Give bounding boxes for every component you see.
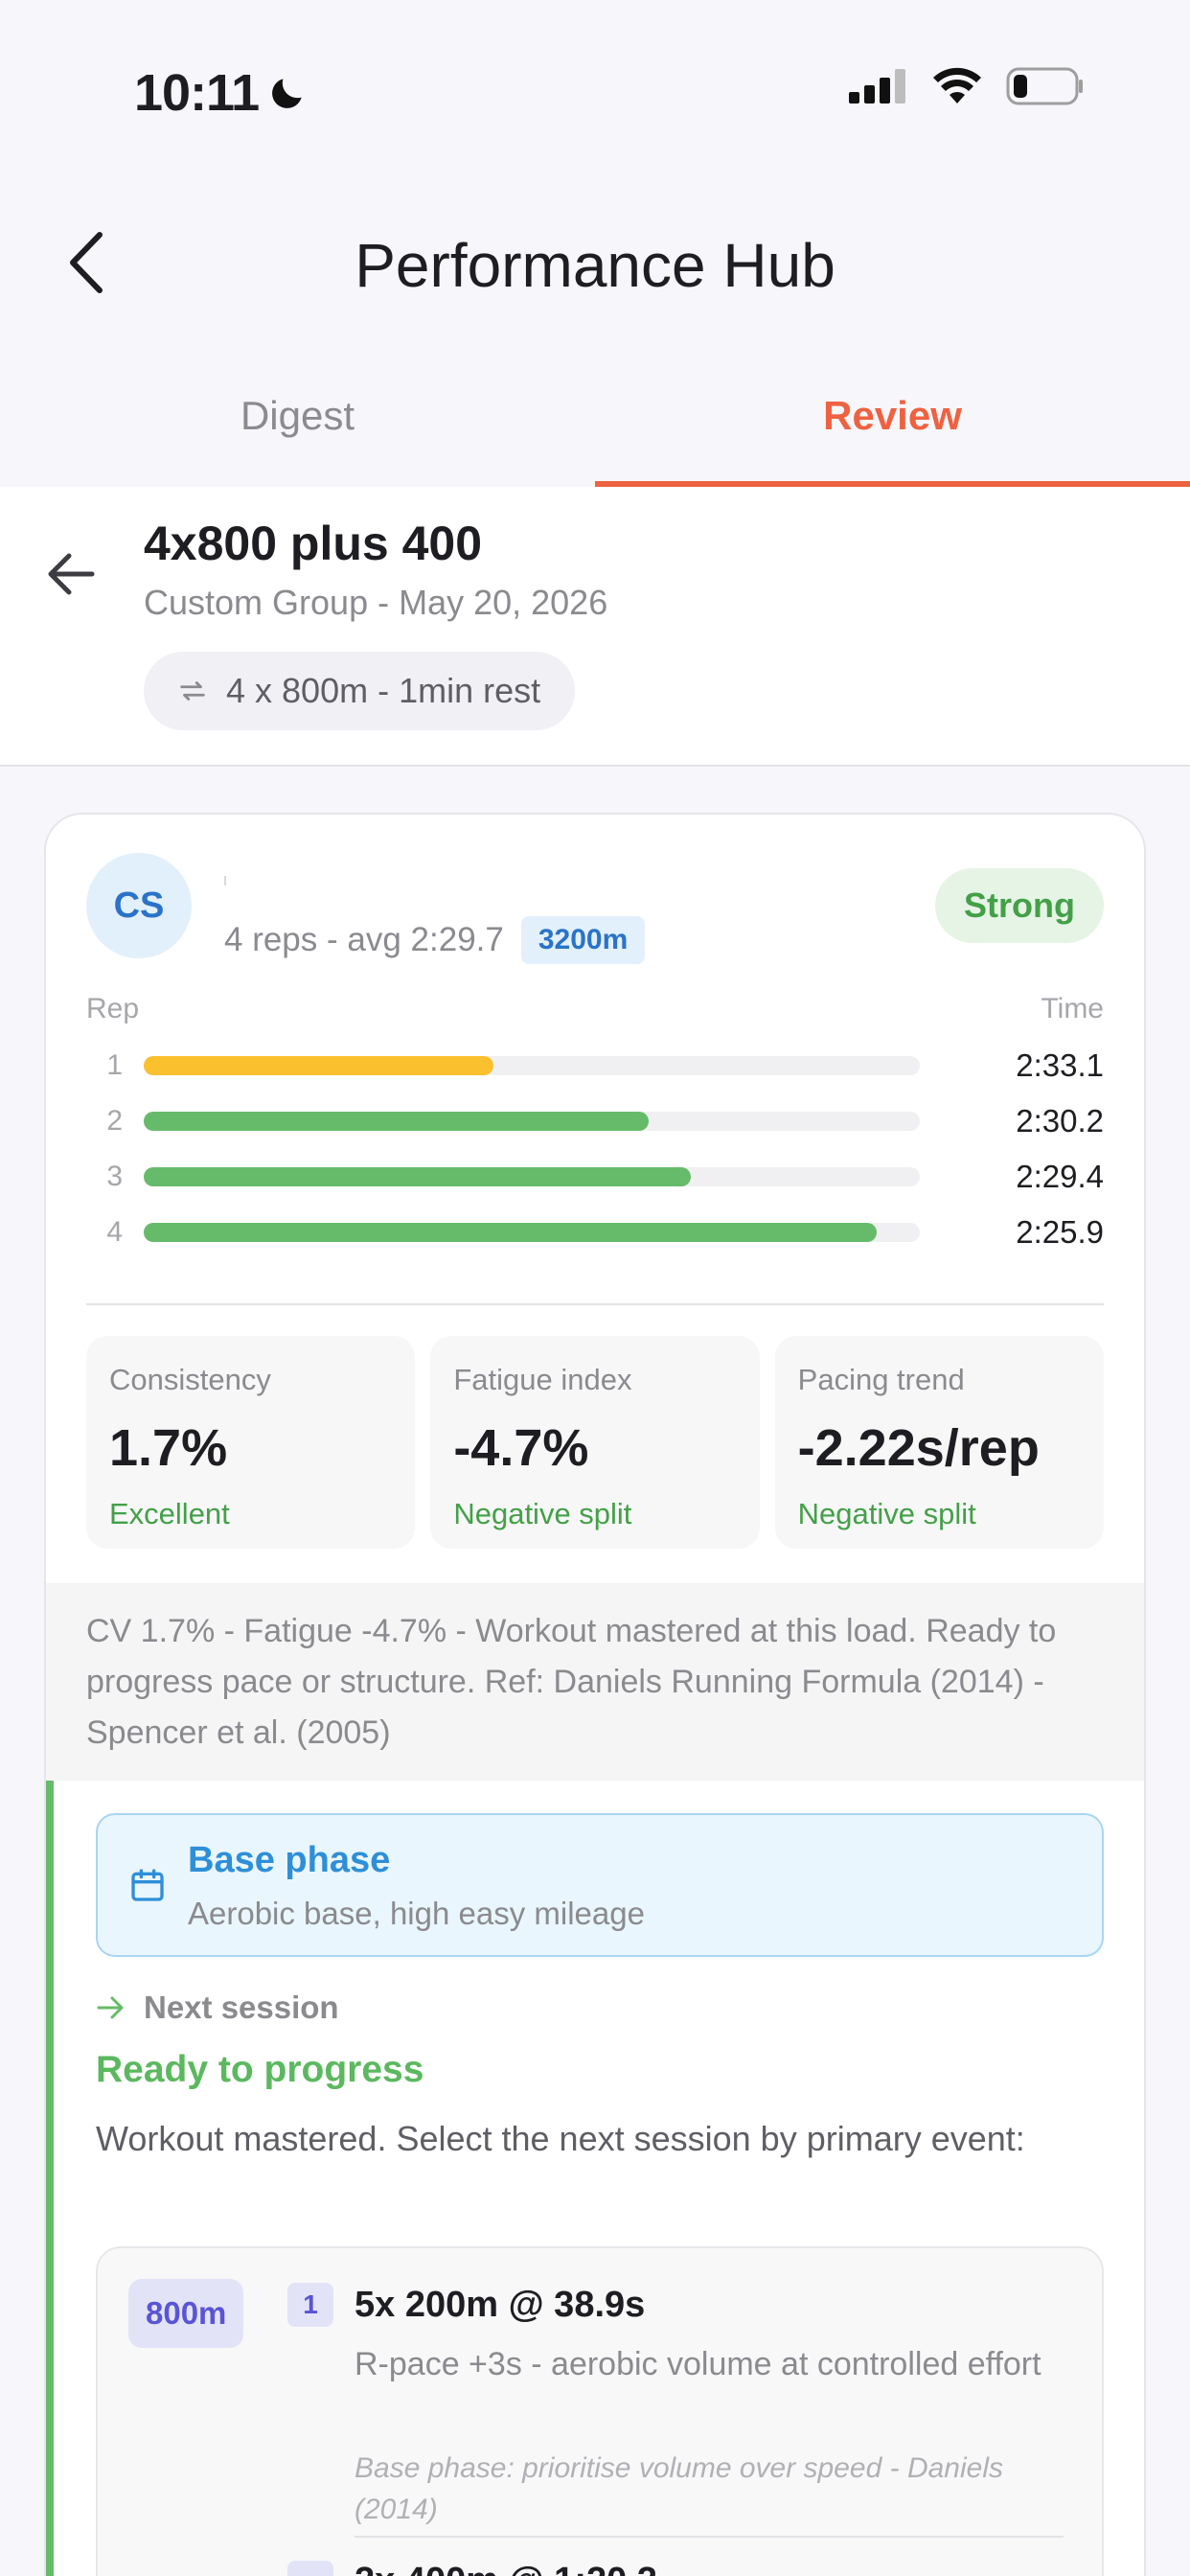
metric-label: Fatigue index [453, 1363, 632, 1396]
back-button[interactable] [57, 224, 115, 301]
session-title[interactable]: 2x 400m @ 1:20.2 [355, 2561, 657, 2576]
metric-pacing-trend: Pacing trend -2.22s/rep Negative split [774, 1336, 1104, 1549]
rep-bar [144, 1167, 692, 1186]
workout-title: 4x800 plus 400 [144, 517, 483, 570]
rep-number: 2 [106, 1105, 123, 1137]
rep-row: 3 2:29.4 [86, 1158, 1104, 1196]
session-title[interactable]: 5x 200m @ 38.9s [355, 2285, 646, 2325]
battery-icon [1006, 67, 1083, 105]
rep-time: 2:30.2 [1016, 1103, 1104, 1138]
page-title: Performance Hub [355, 231, 835, 300]
workout-header: 4x800 plus 400 Custom Group - May 20, 20… [0, 487, 1190, 767]
tab-review[interactable]: Review [595, 345, 1190, 487]
rep-bar [144, 1223, 878, 1242]
wifi-icon [933, 67, 981, 104]
metric-note: Excellent [109, 1497, 230, 1530]
session-note: Base phase: prioritise volume over speed… [355, 2452, 1004, 2525]
workout-structure: 4 x 800m - 1min rest [226, 671, 541, 710]
rep-bar-track [144, 1056, 920, 1075]
phase-banner: Base phase Aerobic base, high easy milea… [96, 1813, 1104, 1957]
calendar-icon [131, 1869, 164, 1901]
metric-value: 1.7% [109, 1419, 228, 1477]
divider [355, 2536, 1064, 2538]
rep-bar [144, 1112, 649, 1131]
phase-title: Base phase [188, 1840, 391, 1880]
progress-status: Ready to progress [96, 2049, 424, 2090]
rep-row: 1 2:33.1 [86, 1046, 1104, 1085]
rep-number: 4 [106, 1216, 123, 1248]
rep-column-header: Rep [86, 993, 140, 1024]
metric-note: Negative split [797, 1497, 976, 1530]
workout-back-button[interactable] [42, 540, 100, 608]
metric-note: Negative split [453, 1497, 632, 1530]
distance-badge: 3200m [520, 916, 646, 964]
signal-icon [849, 69, 905, 104]
repeat-icon [180, 681, 205, 701]
metric-consistency: Consistency 1.7% Excellent [86, 1336, 416, 1549]
rep-time: 2:29.4 [1016, 1159, 1104, 1194]
nav-header: Performance Hub [0, 182, 1190, 345]
tab-bar: Digest Review [0, 345, 1190, 487]
rep-bar-track [144, 1223, 920, 1242]
event-badge[interactable]: 800m [128, 2279, 244, 2348]
session-options: 800m 1 5x 200m @ 38.9s R-pace +3s - aero… [96, 2246, 1104, 2576]
rep-bar-track [144, 1112, 920, 1131]
tab-digest[interactable]: Digest [240, 393, 355, 438]
metric-label: Consistency [109, 1363, 271, 1396]
session-number: 1 [287, 2283, 333, 2327]
chevron-left-icon [70, 232, 103, 293]
reps-summary-text: 4 reps - avg 2:29.7 [224, 921, 504, 958]
status-time: 10:11 [134, 63, 309, 123]
progression-section: Base phase Aerobic base, high easy milea… [46, 1781, 1144, 2576]
rep-row: 4 2:25.9 [86, 1213, 1104, 1252]
arrow-left-icon [48, 553, 95, 595]
avatar: CS [86, 853, 192, 958]
reps-summary: 4 reps - avg 2:29.7 3200m [224, 916, 646, 964]
rep-row: 2 2:30.2 [86, 1102, 1104, 1140]
rep-bar [144, 1056, 493, 1075]
next-session-label: Next session [96, 1990, 339, 2026]
analysis-text: CV 1.7% - Fatigue -4.7% - Workout master… [46, 1583, 1144, 1781]
time-column-header: Time [1041, 993, 1104, 1024]
rep-number: 1 [106, 1049, 123, 1081]
metric-value: -4.7% [453, 1419, 589, 1477]
rep-time: 2:33.1 [1016, 1047, 1104, 1083]
rating-badge: Strong [935, 868, 1104, 943]
workout-subtitle: Custom Group - May 20, 2026 [144, 583, 608, 622]
session-number [287, 2561, 333, 2576]
metric-fatigue-index: Fatigue index -4.7% Negative split [430, 1336, 760, 1549]
status-bar: 10:11 [0, 0, 1190, 182]
moon-icon [272, 79, 302, 108]
rep-table-header: Rep Time [86, 993, 1104, 1025]
metric-value: -2.22s/rep [797, 1419, 1040, 1477]
phase-subtitle: Aerobic base, high easy mileage [188, 1896, 645, 1931]
status-icons [849, 67, 1085, 105]
workout-structure-pill: 4 x 800m - 1min rest [144, 652, 576, 730]
rep-number: 3 [106, 1161, 123, 1192]
metrics-row: Consistency 1.7% Excellent Fatigue index… [86, 1336, 1104, 1549]
athlete-name-placeholder [224, 876, 226, 886]
rep-time: 2:25.9 [1016, 1214, 1104, 1250]
rep-bar-track [144, 1167, 920, 1186]
progress-description: Workout mastered. Select the next sessio… [96, 2119, 1025, 2158]
athlete-review-card: CS 4 reps - avg 2:29.7 3200m Strong Rep … [44, 813, 1146, 2576]
metric-label: Pacing trend [797, 1363, 965, 1396]
session-description: R-pace +3s - aerobic volume at controlle… [355, 2346, 1041, 2382]
next-session-text: Next session [144, 1990, 339, 2025]
divider [86, 1303, 1104, 1305]
arrow-right-icon [97, 1996, 124, 2019]
